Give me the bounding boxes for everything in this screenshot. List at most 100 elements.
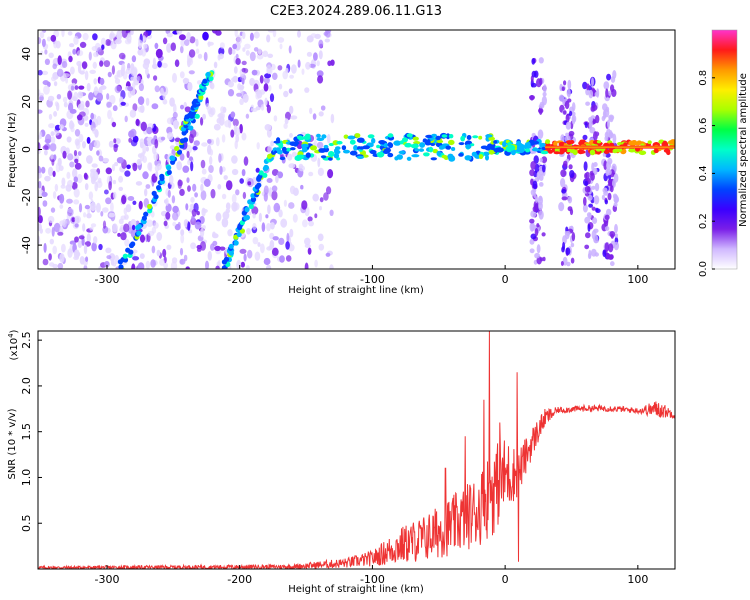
tone-blob <box>448 155 456 162</box>
tone-blob <box>478 135 483 140</box>
tone-blob <box>508 144 515 151</box>
noise-blob <box>172 120 180 128</box>
noise-blob <box>124 115 128 123</box>
tone-blob <box>534 148 539 152</box>
noise-blob <box>78 85 85 90</box>
noise-blob <box>280 218 288 228</box>
noise-blob <box>44 58 51 65</box>
burst-blob <box>585 101 590 106</box>
noise-blob <box>52 170 56 177</box>
noise-blob <box>58 165 64 172</box>
noise-blob <box>124 239 130 247</box>
burst-blob <box>601 194 606 201</box>
noise-blob <box>91 163 98 168</box>
noise-blob <box>253 31 260 39</box>
noise-blob <box>116 157 124 164</box>
tone-blob <box>425 134 434 139</box>
tone-blob <box>387 142 393 148</box>
noise-blob <box>304 262 309 269</box>
noise-blob <box>327 60 332 67</box>
noise-blob <box>97 177 102 184</box>
spectrogram-x-ticks: -300 -200 -100 0 100 <box>95 265 648 286</box>
noise-blob <box>51 157 55 166</box>
tone-blob <box>356 137 365 143</box>
noise-blob <box>120 232 127 241</box>
noise-blob <box>192 146 198 151</box>
noise-blob <box>156 232 163 241</box>
tone-blob <box>558 142 564 147</box>
noise-blob <box>153 222 159 229</box>
noise-blob <box>92 171 99 181</box>
y-tick-label: 0 <box>20 146 33 153</box>
noise-blob <box>268 84 272 92</box>
noise-blob <box>102 157 110 163</box>
noise-blob <box>289 74 294 79</box>
noise-blob <box>288 88 293 94</box>
tone-blob <box>404 142 412 148</box>
burst-blob <box>569 110 573 117</box>
noise-blob <box>115 38 122 45</box>
noise-blob <box>93 140 101 149</box>
noise-blob <box>180 233 185 244</box>
noise-blob <box>48 52 54 59</box>
noise-blob <box>317 233 324 242</box>
snr-multiplier-base: (x10 <box>9 338 20 361</box>
noise-blob <box>285 111 291 121</box>
noise-blob <box>249 77 256 86</box>
tone-blob <box>382 150 390 155</box>
noise-blob <box>50 136 56 144</box>
noise-blob <box>108 181 112 191</box>
burst-blob <box>537 129 544 139</box>
tone-blob <box>406 133 413 138</box>
burst-blob <box>564 100 570 110</box>
noise-blob <box>62 150 67 159</box>
tone-blob <box>335 146 341 151</box>
tone-blob <box>353 145 358 151</box>
noise-blob <box>74 138 80 146</box>
noise-blob <box>67 31 73 36</box>
burst-blob <box>567 88 571 98</box>
noise-blob <box>85 256 89 263</box>
burst-blob <box>603 81 610 90</box>
colorbar-tick-label: 0.4 <box>698 165 709 181</box>
noise-blob <box>201 168 207 175</box>
noise-blob <box>86 155 93 164</box>
noise-blob <box>166 32 173 38</box>
tone-blob <box>343 134 349 139</box>
noise-blob <box>218 53 224 60</box>
tone-blob <box>383 142 389 148</box>
noise-blob <box>116 30 123 40</box>
noise-blob <box>44 175 51 182</box>
burst-blob <box>561 196 568 201</box>
burst-blob <box>602 103 608 111</box>
noise-blob <box>286 232 290 243</box>
noise-blob <box>196 211 200 216</box>
streak-point <box>233 240 239 246</box>
noise-blob <box>126 164 131 170</box>
noise-blob <box>142 171 149 180</box>
noise-blob <box>263 192 268 202</box>
tone-blob <box>630 140 634 146</box>
noise-blob <box>177 179 183 187</box>
noise-blob <box>323 31 329 36</box>
noise-blob <box>42 200 48 207</box>
burst-blob <box>594 91 599 97</box>
noise-blob <box>70 66 75 75</box>
noise-blob <box>105 197 112 205</box>
tone-blob <box>343 149 350 154</box>
burst-blob <box>569 170 575 178</box>
noise-blob <box>218 47 225 56</box>
noise-blob <box>283 90 289 98</box>
spectrogram-y-ticks: -40 -20 0 20 40 <box>20 47 42 254</box>
noise-blob <box>329 264 334 269</box>
noise-blob <box>83 212 87 218</box>
burst-blob <box>588 116 594 122</box>
noise-blob <box>38 223 42 231</box>
noise-blob <box>123 207 128 215</box>
tone-blob <box>336 140 343 145</box>
noise-blob <box>205 260 209 269</box>
streak-point <box>143 211 149 217</box>
tone-blob <box>465 144 472 150</box>
noise-blob <box>201 142 208 147</box>
noise-blob <box>38 92 45 97</box>
